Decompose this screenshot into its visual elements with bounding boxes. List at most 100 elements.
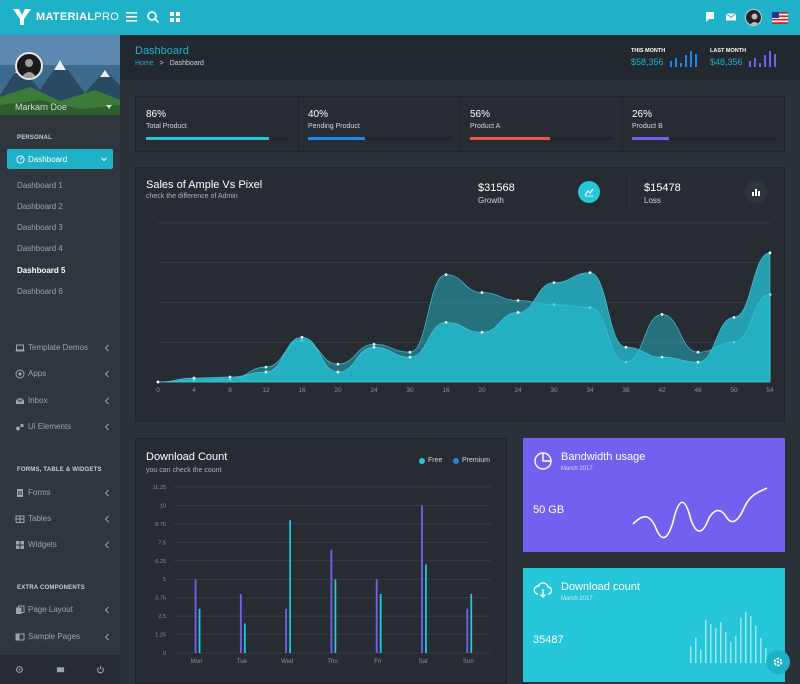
data-point[interactable] (516, 299, 520, 302)
bar-premium[interactable] (243, 623, 246, 653)
x-tick-label: 0 (156, 387, 160, 394)
sales-card: Sales of Ample Vs Pixel check the differ… (135, 167, 785, 422)
bar-free[interactable] (285, 608, 288, 653)
data-point[interactable] (192, 376, 196, 380)
bandwidth-sparkline (632, 487, 768, 539)
search-icon[interactable] (146, 10, 160, 24)
bar-free[interactable] (421, 505, 423, 653)
grid-icon[interactable] (168, 10, 182, 24)
sidebar-item-dashboard-2[interactable]: Dashboard 2 (17, 202, 63, 211)
data-point[interactable] (768, 251, 772, 255)
data-point[interactable] (300, 335, 304, 339)
bar-premium[interactable] (289, 520, 292, 653)
sidebar-item-sample-pages[interactable]: Sample Pages (15, 631, 110, 643)
bar-premium[interactable] (425, 564, 427, 653)
data-point[interactable] (372, 345, 376, 349)
data-point[interactable] (696, 360, 700, 364)
data-point[interactable] (156, 380, 160, 384)
page-header: Dashboard Home > Dashboard THIS MONTH $5… (120, 35, 800, 80)
power-icon[interactable] (96, 665, 105, 674)
data-point[interactable] (228, 375, 232, 379)
settings-button[interactable] (766, 650, 790, 674)
gauge-icon (16, 155, 25, 164)
sidebar-item-inbox[interactable]: Inbox (15, 395, 110, 407)
data-point[interactable] (624, 345, 628, 349)
data-point[interactable] (660, 313, 664, 316)
x-tick-label: 30 (550, 387, 558, 394)
x-tick-label: Thu (327, 659, 337, 665)
sidebar-item-dashboard-1[interactable]: Dashboard 1 (17, 181, 63, 190)
copy-icon (16, 605, 25, 614)
bar-free[interactable] (375, 579, 378, 653)
sidebar-item-page-layout[interactable]: Page Layout (15, 604, 110, 616)
chevron-left-icon (104, 489, 109, 497)
bar-free[interactable] (466, 608, 469, 653)
growth-label: Growth (478, 196, 504, 205)
sidebar-item-dashboard-3[interactable]: Dashboard 3 (17, 223, 63, 232)
data-point[interactable] (336, 362, 340, 366)
data-point[interactable] (696, 350, 700, 354)
data-point[interactable] (444, 273, 448, 277)
data-point[interactable] (444, 320, 448, 324)
kpi-label: Product B (632, 123, 663, 130)
bar-premium[interactable] (470, 593, 473, 653)
avatar[interactable] (745, 9, 762, 26)
us-flag-icon[interactable] (772, 12, 788, 24)
growth-chart-button[interactable] (578, 181, 600, 203)
sidebar-item-tables[interactable]: Tables (15, 513, 110, 525)
data-point[interactable] (516, 311, 520, 314)
kpi-label: Total Product (146, 123, 187, 130)
data-point[interactable] (588, 271, 592, 275)
flag-icon[interactable] (703, 10, 717, 24)
brand-logo[interactable]: MATERIALPRO (12, 8, 119, 26)
kpi-label: Pending Product (308, 123, 360, 130)
data-point[interactable] (732, 316, 736, 319)
sidebar-item-dashboard-4[interactable]: Dashboard 4 (17, 244, 63, 253)
mail-icon[interactable] (56, 665, 65, 674)
menu-icon[interactable] (125, 10, 139, 24)
data-point[interactable] (264, 370, 268, 374)
data-point[interactable] (372, 342, 376, 346)
sidebar-item-ui-elements[interactable]: Ui Elements (15, 421, 110, 433)
shapes-icon (16, 424, 24, 431)
data-point[interactable] (408, 355, 412, 359)
loss-chart-button[interactable] (745, 181, 767, 203)
profile-avatar[interactable] (15, 52, 43, 80)
download-count-summary-card: Download count March 2017 35487 (523, 568, 785, 682)
laptop-icon (15, 344, 25, 352)
settings-icon[interactable] (15, 665, 24, 674)
data-point[interactable] (480, 291, 484, 294)
data-point[interactable] (552, 281, 556, 285)
sidebar-item-forms[interactable]: Forms (15, 487, 110, 499)
sidebar-item-label: Forms (28, 488, 51, 497)
sidebar-item-dashboard-6[interactable]: Dashboard 6 (17, 287, 63, 296)
this-month-label: THIS MONTH (631, 48, 666, 54)
table-icon (15, 515, 25, 523)
y-tick-label: 2.5 (158, 614, 166, 620)
sidebar-item-dashboard[interactable]: Dashboard (7, 149, 113, 169)
data-point[interactable] (480, 330, 484, 334)
kpi-percent: 40% (308, 109, 329, 120)
breadcrumb-home[interactable]: Home (135, 60, 154, 67)
mail-icon[interactable] (724, 10, 738, 24)
bar-chart-icon (752, 189, 760, 196)
kpi-progress-fill (146, 137, 269, 140)
sidebar-item-dashboard-5[interactable]: Dashboard 5 (17, 266, 66, 275)
sidebar-item-apps[interactable]: Apps (15, 368, 110, 380)
sidebar-item-template-demos[interactable]: Template Demos (15, 342, 110, 354)
x-tick-label: Sun (463, 659, 474, 665)
caret-down-icon[interactable] (106, 105, 112, 109)
bar-premium[interactable] (379, 593, 382, 653)
bar-premium[interactable] (334, 579, 337, 653)
data-point[interactable] (408, 350, 412, 354)
sidebar-item-widgets[interactable]: Widgets (15, 539, 110, 551)
bar-free[interactable] (194, 579, 197, 653)
profile-name[interactable]: Markarn Doe (15, 102, 68, 112)
data-point[interactable] (336, 370, 340, 374)
envelope-icon (15, 398, 25, 404)
bar-free[interactable] (330, 549, 333, 653)
data-point[interactable] (264, 365, 268, 369)
bar-free[interactable] (239, 593, 242, 653)
data-point[interactable] (660, 355, 664, 359)
bar-premium[interactable] (198, 608, 201, 653)
